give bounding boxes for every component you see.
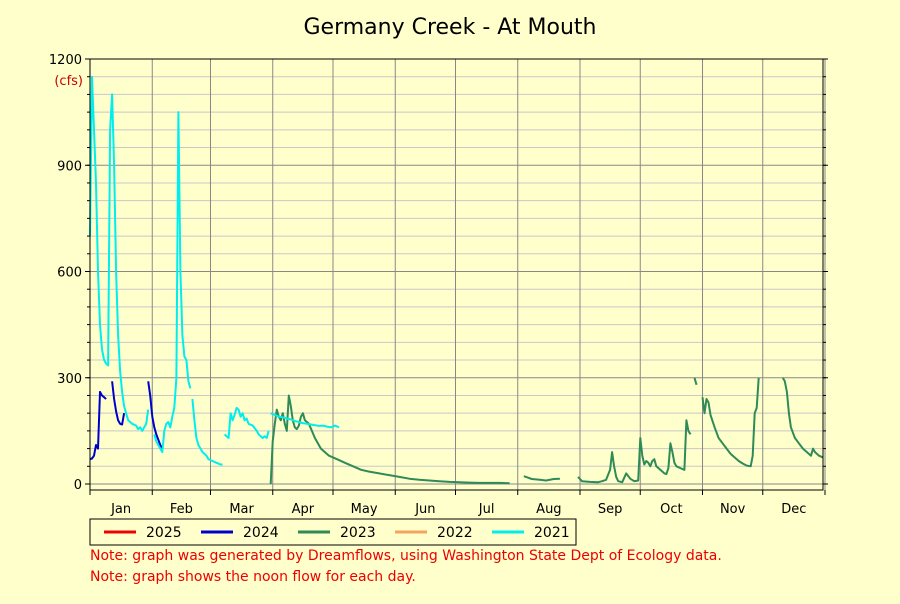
y-tick-label: 1200 [49,53,82,68]
x-tick-label: Jun [414,502,435,517]
legend-label-2024: 2024 [243,525,279,541]
note-noon-flow: Note: graph shows the noon flow for each… [90,569,416,585]
axes: 0 300 600 900 1200 Jan Feb Mar Apr May Jun Jul Aug Se… [49,53,828,517]
x-tick-label: Jul [478,502,495,517]
legend-label-2021: 2021 [534,525,570,541]
x-tick-label: May [351,502,378,517]
legend-label-2025: 2025 [146,525,182,541]
x-tick-label: Mar [229,502,254,517]
legend: 2025 2024 2023 2022 2021 [89,518,577,546]
series-lines [89,75,824,485]
chart-title: Germany Creek - At Mouth [303,15,596,40]
x-tick-label: Sep [598,502,623,517]
x-tick-label: Jan [110,502,131,517]
legend-label-2023: 2023 [340,525,376,541]
y-tick-label: 300 [57,372,82,387]
note-source: Note: graph was generated by Dreamflows,… [90,548,722,564]
x-tick-label: Dec [781,502,806,517]
y-tick-label: 600 [57,266,82,281]
series-line-2021 [89,75,340,466]
series-line-2024 [89,381,164,461]
y-tick-label: 900 [57,159,82,174]
plot-frame [89,58,824,491]
x-tick-label: Nov [720,502,746,517]
y-tick-label: 0 [74,478,82,493]
x-tick-label: Apr [292,502,315,517]
series-line-2023 [269,377,824,485]
x-tick-label: Oct [660,502,682,517]
y-unit-label: (cfs) [54,74,83,89]
legend-label-2022: 2022 [437,525,473,541]
x-tick-label: Aug [536,502,561,517]
x-tick-label: Feb [170,502,193,517]
